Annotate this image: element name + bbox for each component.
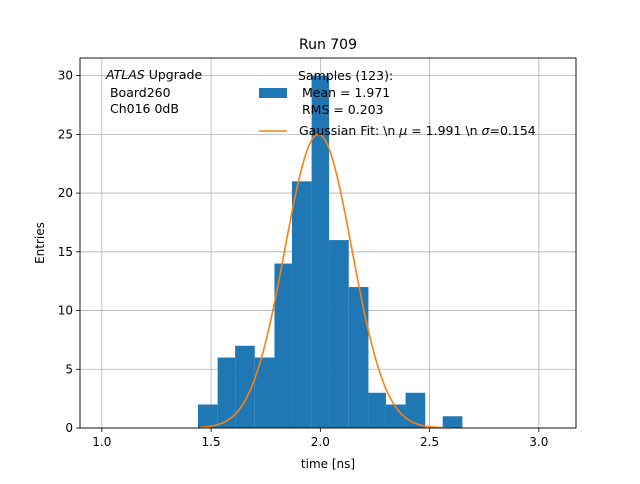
histogram-bar — [311, 75, 330, 428]
histogram-bar — [348, 287, 369, 428]
x-tick-label: 2.0 — [311, 435, 330, 449]
legend-hist-line-1: Samples (123): — [298, 68, 393, 83]
annotation-line-2: Board260 — [106, 85, 171, 100]
y-tick-label: 10 — [58, 304, 73, 318]
legend-fit-sigma: σ — [482, 123, 491, 138]
histogram-bar — [405, 392, 426, 428]
histogram-bar — [329, 240, 349, 428]
legend-fit-label: Gaussian Fit: \n μ = 1.991 \n σ=0.154 — [299, 123, 536, 138]
histogram-bar — [385, 404, 406, 428]
gaussian-fit-layer — [200, 133, 452, 429]
y-tick-label: 30 — [58, 69, 73, 83]
y-tick-label: 5 — [65, 362, 73, 376]
histogram-bars — [197, 75, 463, 428]
histogram-bar — [217, 357, 236, 428]
annotation-line-3: Ch016 0dB — [106, 101, 179, 116]
legend-hist-line-3: RMS = 0.203 — [298, 102, 384, 117]
legend-fit-prefix: Gaussian Fit: \n — [299, 123, 399, 138]
annotation-atlas: ATLAS — [105, 67, 145, 82]
y-tick-label: 0 — [65, 421, 73, 435]
annotation-line-1: ATLAS Upgrade — [105, 67, 202, 82]
histogram-bar — [197, 404, 218, 428]
y-tick-label: 25 — [58, 127, 73, 141]
annotation-upgrade: Upgrade — [145, 67, 203, 82]
x-tick-label: 1.5 — [202, 435, 221, 449]
histogram-bar — [368, 392, 386, 428]
x-axis-ticks: 1.0 1.5 2.0 2.5 3.0 — [92, 428, 548, 449]
histogram-bar — [274, 263, 292, 428]
x-axis-label: time [ns] — [301, 457, 355, 471]
histogram-bar — [291, 181, 312, 428]
x-tick-label: 2.5 — [420, 435, 439, 449]
y-tick-label: 15 — [58, 245, 73, 259]
histogram-bar — [254, 357, 275, 428]
y-tick-label: 20 — [58, 186, 73, 200]
legend: Samples (123): Mean = 1.971 RMS = 0.203 … — [259, 68, 536, 138]
legend-fit-suffix: =0.154 — [489, 123, 535, 138]
x-tick-label: 3.0 — [529, 435, 548, 449]
x-tick-label: 1.0 — [92, 435, 111, 449]
y-axis-label: Entries — [33, 222, 47, 264]
atlas-annotation: ATLAS Upgrade Board260 Ch016 0dB — [105, 67, 202, 116]
legend-hist-line-2: Mean = 1.971 — [298, 85, 390, 100]
gaussian-fit-curve — [200, 133, 452, 429]
legend-fit-mid: = 1.991 \n — [407, 123, 481, 138]
legend-hist-swatch — [259, 88, 287, 98]
histogram-bar — [442, 416, 463, 428]
legend-fit-mu: μ — [398, 123, 407, 138]
y-axis-ticks: 0 5 10 15 20 25 30 — [58, 69, 80, 435]
axes-frame — [79, 57, 577, 429]
chart-title: Run 709 — [299, 37, 357, 53]
